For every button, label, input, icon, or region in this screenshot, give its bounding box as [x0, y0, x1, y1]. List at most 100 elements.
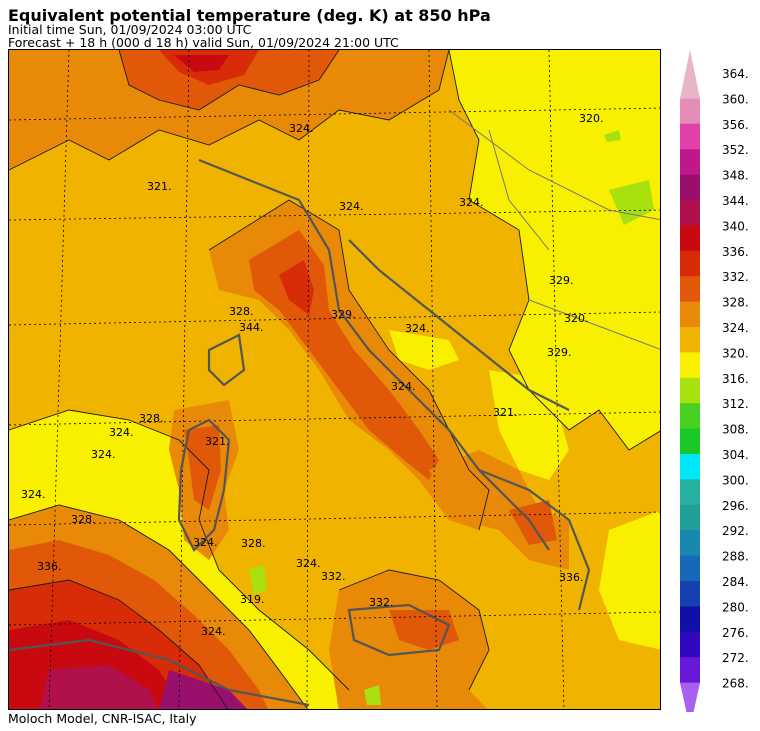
colorbar-swatch: [680, 123, 700, 150]
field-336-italy: [279, 260, 314, 315]
contour-label: 328.: [139, 412, 164, 425]
field-320-east-2: [599, 510, 660, 650]
colorbar-swatch: [680, 657, 700, 684]
colorbar-label: 332.: [722, 270, 749, 284]
colorbar-label: 348.: [722, 169, 749, 183]
contour-label: 324.: [339, 200, 364, 213]
colorbar-label: 340.: [722, 219, 749, 233]
contour-label: 321.: [205, 435, 230, 448]
forecast-valid-time: Forecast + 18 h (000 d 18 h) valid Sun, …: [8, 35, 399, 50]
country-borders: [448, 109, 660, 350]
colorbar-label: 356.: [722, 118, 749, 132]
contour-label: 329.: [331, 308, 356, 321]
contour-label: 324.: [405, 322, 430, 335]
contour-lines: [9, 50, 660, 709]
colorbar-label: 292.: [722, 524, 749, 538]
graticule: [9, 50, 660, 709]
colorbar-label: 268.: [722, 677, 749, 691]
colorbar-label: 308.: [722, 423, 749, 437]
contour-label: 321.: [493, 406, 518, 419]
colorbar-label: 288.: [722, 550, 749, 564]
colorbar-label: 272.: [722, 651, 749, 665]
colorbar-label: 300.: [722, 473, 749, 487]
contour-label: 321.: [147, 180, 172, 193]
field-348-africa: [159, 670, 248, 709]
colorbar-label: 304.: [722, 448, 749, 462]
field-340-north: [174, 55, 229, 72]
colorbar-swatch: [680, 98, 700, 125]
colorbar-swatch: [680, 276, 700, 303]
colorbar-label: 284.: [722, 575, 749, 589]
contour-label: 324.: [391, 380, 416, 393]
initial-time: Initial time Sun, 01/09/2024 03:00 UTC: [8, 22, 252, 37]
contour-label: 336.: [37, 560, 62, 573]
colorbar-label: 364.: [722, 67, 749, 81]
model-credit: Moloch Model, CNR-ISAC, Italy: [8, 711, 197, 726]
contour-label: 324.: [21, 488, 46, 501]
colorbar-swatch: [680, 530, 700, 557]
colorbar-swatch: [680, 403, 700, 430]
contour-label: 324.: [201, 625, 226, 638]
colorbar-swatch: [680, 327, 700, 353]
coastlines: [9, 158, 591, 707]
forecast-map: 324. 321. 324. 324. 320. 329. 324. 328. 329. 324.…: [8, 49, 661, 710]
contour-label: 324.: [91, 448, 116, 461]
contour-label: 324.: [289, 122, 314, 135]
contour-label: 328.: [241, 537, 266, 550]
contour-label: 324.: [459, 196, 484, 209]
colorbar-swatch: [680, 50, 700, 99]
field-316-sicily: [249, 565, 267, 595]
colorbar-label: 320.: [722, 346, 749, 360]
field-320-greece: [489, 370, 569, 480]
colorbar-label: 296.: [722, 499, 749, 513]
colorbar-swatch: [680, 479, 700, 506]
colorbar-label: 344.: [722, 194, 749, 208]
colorbar-swatch: [680, 454, 700, 480]
colorbar-swatch: [680, 428, 700, 455]
contour-labels: 324. 321. 324. 324. 320. 329. 324. 328. 329. 324.…: [21, 112, 604, 638]
contour-label: 328.: [71, 513, 96, 526]
colorbar-label: 328.: [722, 296, 749, 310]
colorbar-label: 336.: [722, 245, 749, 259]
colorbar-swatch: [680, 174, 700, 201]
colorbar-label: 360.: [722, 92, 749, 106]
colorbar-label: 276.: [722, 626, 749, 640]
field-316-east: [609, 180, 654, 225]
colorbar-swatch: [680, 301, 700, 328]
colorbar-label: 280.: [722, 600, 749, 614]
contour-label: 332.: [369, 596, 394, 609]
contour-label: 319.: [240, 593, 265, 606]
colorbar: 364. 360. 356. 352. 348. 344. 340. 336. 332. 328.…: [678, 48, 758, 728]
contour-label: 329.: [547, 346, 572, 359]
colorbar-swatch: [680, 377, 700, 404]
contour-label: 329.: [549, 274, 574, 287]
contour-label: 320.: [579, 112, 604, 125]
colorbar-swatch: [680, 352, 700, 379]
colorbar-swatch: [680, 606, 700, 633]
colorbar-swatch: [680, 200, 700, 226]
colorbar-swatch: [680, 225, 700, 252]
field-316-east-2: [604, 130, 621, 142]
map-title: Equivalent potential temperature (deg. K…: [8, 6, 491, 25]
colorbar-swatch: [680, 250, 700, 277]
colorbar-swatch: [680, 631, 700, 658]
contour-label: 324.: [296, 557, 321, 570]
colorbar-swatch: [680, 504, 700, 531]
colorbar-label: 312.: [722, 397, 749, 411]
colorbar-swatch: [680, 149, 700, 176]
colorbar-label: 352.: [722, 143, 749, 157]
colorbar-swatch: [680, 555, 700, 582]
field-328-north: [9, 50, 449, 170]
contour-label: 320.: [564, 312, 589, 325]
field-332-sardinia: [184, 425, 221, 510]
colorbar-label: 324.: [722, 321, 749, 335]
colorbar-swatch: [680, 581, 700, 607]
field-320-adriatic: [389, 330, 459, 370]
contour-label: 324.: [109, 426, 134, 439]
colorbar-swatch: [680, 682, 700, 728]
field-332-sicily: [389, 610, 459, 650]
contour-label: 332.: [321, 570, 346, 583]
contour-label: 344.: [239, 321, 264, 334]
field-316-south: [364, 685, 381, 705]
contour-label: 336.: [559, 571, 584, 584]
